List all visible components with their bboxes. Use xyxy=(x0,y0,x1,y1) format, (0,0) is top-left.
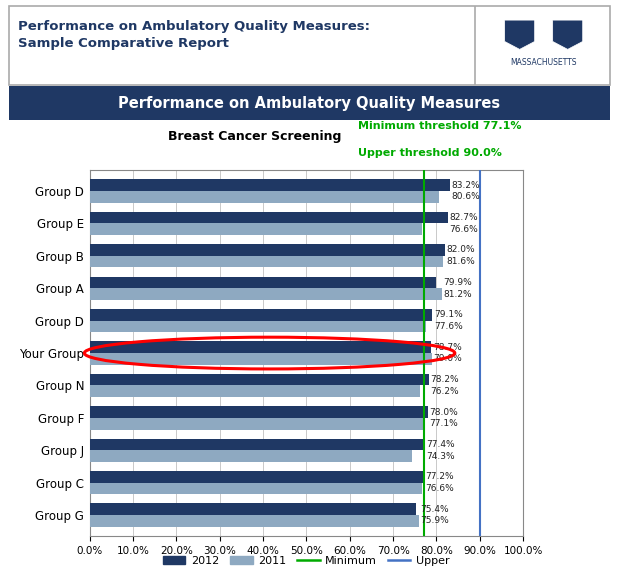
Text: 75.9%: 75.9% xyxy=(420,516,449,526)
Bar xyxy=(90,386,420,397)
Bar xyxy=(90,406,428,418)
Bar xyxy=(90,288,441,300)
Bar xyxy=(90,223,422,235)
Bar xyxy=(90,191,439,203)
Text: 82.7%: 82.7% xyxy=(449,213,478,222)
Text: 76.6%: 76.6% xyxy=(449,225,478,234)
Bar xyxy=(90,471,424,483)
Text: Performance on Ambulatory Quality Measures: Performance on Ambulatory Quality Measur… xyxy=(118,96,501,111)
Bar xyxy=(90,321,426,332)
Text: 75.4%: 75.4% xyxy=(420,505,449,514)
Bar xyxy=(90,450,412,462)
Text: 80.6%: 80.6% xyxy=(451,192,480,202)
Text: 82.0%: 82.0% xyxy=(446,246,475,254)
Text: 81.2%: 81.2% xyxy=(443,289,472,299)
Bar xyxy=(90,277,436,288)
Text: Breast Cancer Screening: Breast Cancer Screening xyxy=(168,131,341,144)
Polygon shape xyxy=(553,20,582,49)
Text: 77.1%: 77.1% xyxy=(429,419,458,428)
Bar xyxy=(90,342,431,353)
Bar xyxy=(90,244,445,256)
Text: MASSACHUSETTS: MASSACHUSETTS xyxy=(511,59,577,67)
Text: Performance on Ambulatory Quality Measures:
Sample Comparative Report: Performance on Ambulatory Quality Measur… xyxy=(19,20,370,50)
Bar xyxy=(90,374,428,386)
Text: Minimum threshold 77.1%: Minimum threshold 77.1% xyxy=(358,121,522,131)
Text: 77.4%: 77.4% xyxy=(426,440,455,449)
Text: 78.7%: 78.7% xyxy=(433,343,462,352)
Text: 77.2%: 77.2% xyxy=(426,472,454,481)
Bar xyxy=(90,483,422,495)
Bar xyxy=(90,503,417,515)
Bar xyxy=(90,353,432,364)
Bar xyxy=(90,179,450,191)
Legend: 2012, 2011, Minimum, Upper: 2012, 2011, Minimum, Upper xyxy=(159,551,454,571)
Polygon shape xyxy=(504,20,535,49)
Text: 76.2%: 76.2% xyxy=(430,387,459,396)
Text: 79.9%: 79.9% xyxy=(443,278,472,287)
Text: 78.2%: 78.2% xyxy=(430,375,459,384)
Text: 77.6%: 77.6% xyxy=(434,322,462,331)
Text: 78.0%: 78.0% xyxy=(429,407,458,417)
Text: 79.1%: 79.1% xyxy=(434,311,462,319)
Text: 76.6%: 76.6% xyxy=(426,484,454,493)
Text: 79.0%: 79.0% xyxy=(433,355,462,363)
Text: Upper threshold 90.0%: Upper threshold 90.0% xyxy=(358,148,502,158)
Text: 81.6%: 81.6% xyxy=(446,257,475,266)
Bar xyxy=(90,212,448,223)
Bar xyxy=(90,418,424,430)
Text: 74.3%: 74.3% xyxy=(426,452,455,461)
Text: 83.2%: 83.2% xyxy=(451,180,480,190)
Bar xyxy=(90,309,433,321)
Bar xyxy=(90,439,425,450)
Bar xyxy=(90,515,418,527)
Bar xyxy=(90,256,443,267)
